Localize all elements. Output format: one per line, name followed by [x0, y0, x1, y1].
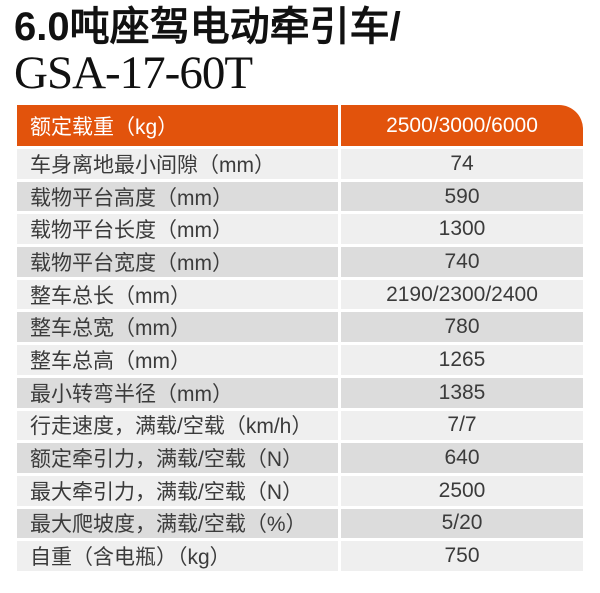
spec-row-value: 7/7 [341, 410, 583, 441]
spec-row-label: 最小转弯半径（mm） [17, 377, 338, 408]
spec-row-value: 640 [341, 443, 583, 473]
spec-row-label: 最大爬坡度，满载/空载（%） [17, 508, 338, 539]
spec-table: 额定载重（kg） 2500/3000/6000 车身离地最小间隙（mm） 74 载物… [17, 105, 583, 571]
spec-row-label: 行走速度，满载/空载（km/h） [17, 410, 338, 441]
spec-row-label: 整车总宽（mm） [17, 312, 338, 343]
spec-row-label: 最大牵引力，满载/空载（N） [17, 475, 338, 506]
table-header-label: 额定载重（kg） [17, 105, 338, 146]
spec-row-value: 2190/2300/2400 [341, 279, 583, 310]
spec-row-value: 2500 [341, 475, 583, 506]
spec-row-value: 1265 [341, 345, 583, 375]
spec-row-label: 整车总高（mm） [17, 345, 338, 375]
spec-row-value: 1300 [341, 214, 583, 245]
product-model-code: GSA-17-60T [14, 47, 253, 99]
spec-row-label: 车身离地最小间隙（mm） [17, 149, 338, 179]
table-header-value: 2500/3000/6000 [341, 105, 583, 146]
spec-row-value: 780 [341, 312, 583, 343]
page-title: 6.0吨座驾电动牵引车/ GSA-17-60T [14, 4, 401, 99]
spec-row-value: 5/20 [341, 508, 583, 539]
spec-row-value: 750 [341, 541, 583, 571]
spec-row-value: 590 [341, 181, 583, 212]
product-title-chinese: 6.0吨座驾电动牵引车/ [14, 5, 401, 49]
spec-row-value: 1385 [341, 377, 583, 408]
spec-row-label: 载物平台宽度（mm） [17, 247, 338, 277]
spec-row-label: 额定牵引力，满载/空载（N） [17, 443, 338, 473]
spec-row-value: 74 [341, 149, 583, 179]
spec-row-value: 740 [341, 247, 583, 277]
spec-row-label: 自重（含电瓶）（kg） [17, 541, 338, 571]
spec-row-label: 载物平台长度（mm） [17, 214, 338, 245]
spec-row-label: 整车总长（mm） [17, 279, 338, 310]
spec-row-label: 载物平台高度（mm） [17, 181, 338, 212]
